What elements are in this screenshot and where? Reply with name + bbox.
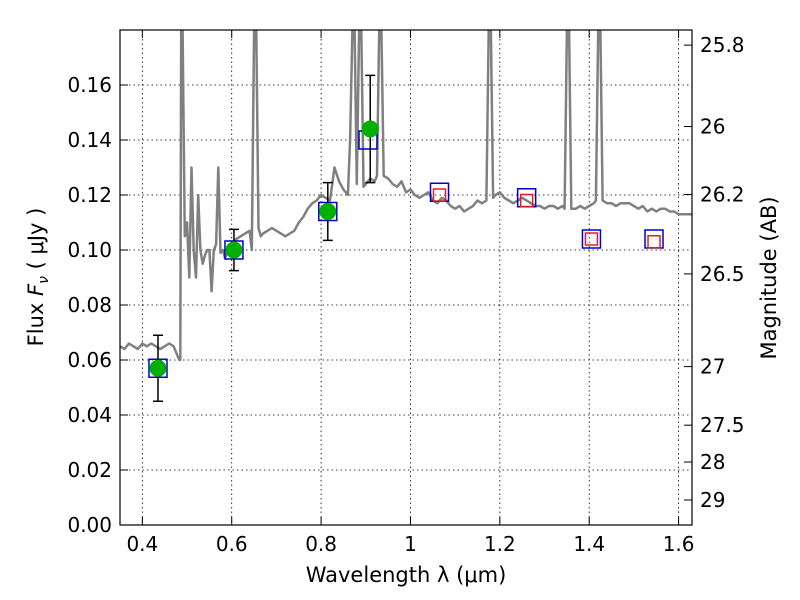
model-marker: [519, 193, 534, 208]
axis-ticks: 0.4 0.6 0.8 1 1.2 1.4 1.6 0.00 0.02 0.04 0.06 0.08 0…: [67, 30, 745, 556]
y-tick-label: 0.14: [67, 128, 112, 152]
y-axis-label-prefix: Flux: [24, 296, 48, 346]
y-axis-label-symbol: F: [24, 283, 48, 296]
y2-tick-label: 28: [700, 450, 725, 474]
x-tick-label: 0.6: [216, 532, 248, 556]
observed-point: [361, 120, 379, 138]
y2-tick-label: 25.8: [700, 33, 745, 57]
observed-point: [225, 241, 243, 259]
plot-frame: [119, 29, 693, 526]
y-tick-label: 0.06: [67, 348, 112, 372]
y-tick-label: 0.12: [67, 183, 112, 207]
y2-tick-label: 27.5: [700, 413, 745, 437]
x-tick-label: 1.2: [484, 532, 516, 556]
y2-tick-label: 29: [700, 488, 725, 512]
gridlines: [120, 30, 692, 526]
y2-tick-label: 27: [700, 355, 725, 379]
y-tick-label: 0.10: [67, 238, 112, 262]
x-axis-label: Wavelength λ (μm): [306, 563, 507, 587]
y2-axis-label: Magnitude (AB): [757, 196, 781, 359]
plot-area: [120, 30, 692, 402]
model-marker: [581, 229, 602, 249]
model-marker: [584, 232, 599, 246]
spectrum-line: [120, 30, 692, 362]
y-tick-label: 0.04: [67, 403, 112, 427]
y-axis-label-subscript: ν: [36, 276, 52, 284]
x-tick-label: 0.8: [305, 532, 337, 556]
y2-tick-label: 26: [700, 115, 725, 139]
y-axis-label: Flux Fν ( μJy ): [24, 208, 52, 347]
y-tick-label: 0.00: [67, 513, 112, 537]
x-tick-label: 1.6: [663, 532, 695, 556]
y2-tick-label: 26.2: [700, 182, 745, 206]
x-tick-label: 0.4: [126, 532, 158, 556]
x-tick-label: 1: [404, 532, 417, 556]
observed-point: [319, 203, 337, 220]
y2-tick-label: 26.5: [700, 262, 745, 286]
model-marker: [432, 188, 447, 202]
x-tick-label: 1.4: [573, 532, 605, 556]
y-tick-label: 0.02: [67, 458, 112, 482]
y-tick-label: 0.16: [67, 73, 112, 97]
observed-point: [149, 359, 167, 377]
y-axis-label-suffix: ( μJy ): [24, 208, 48, 276]
y-tick-label: 0.08: [67, 293, 112, 317]
model-marker: [647, 235, 661, 249]
